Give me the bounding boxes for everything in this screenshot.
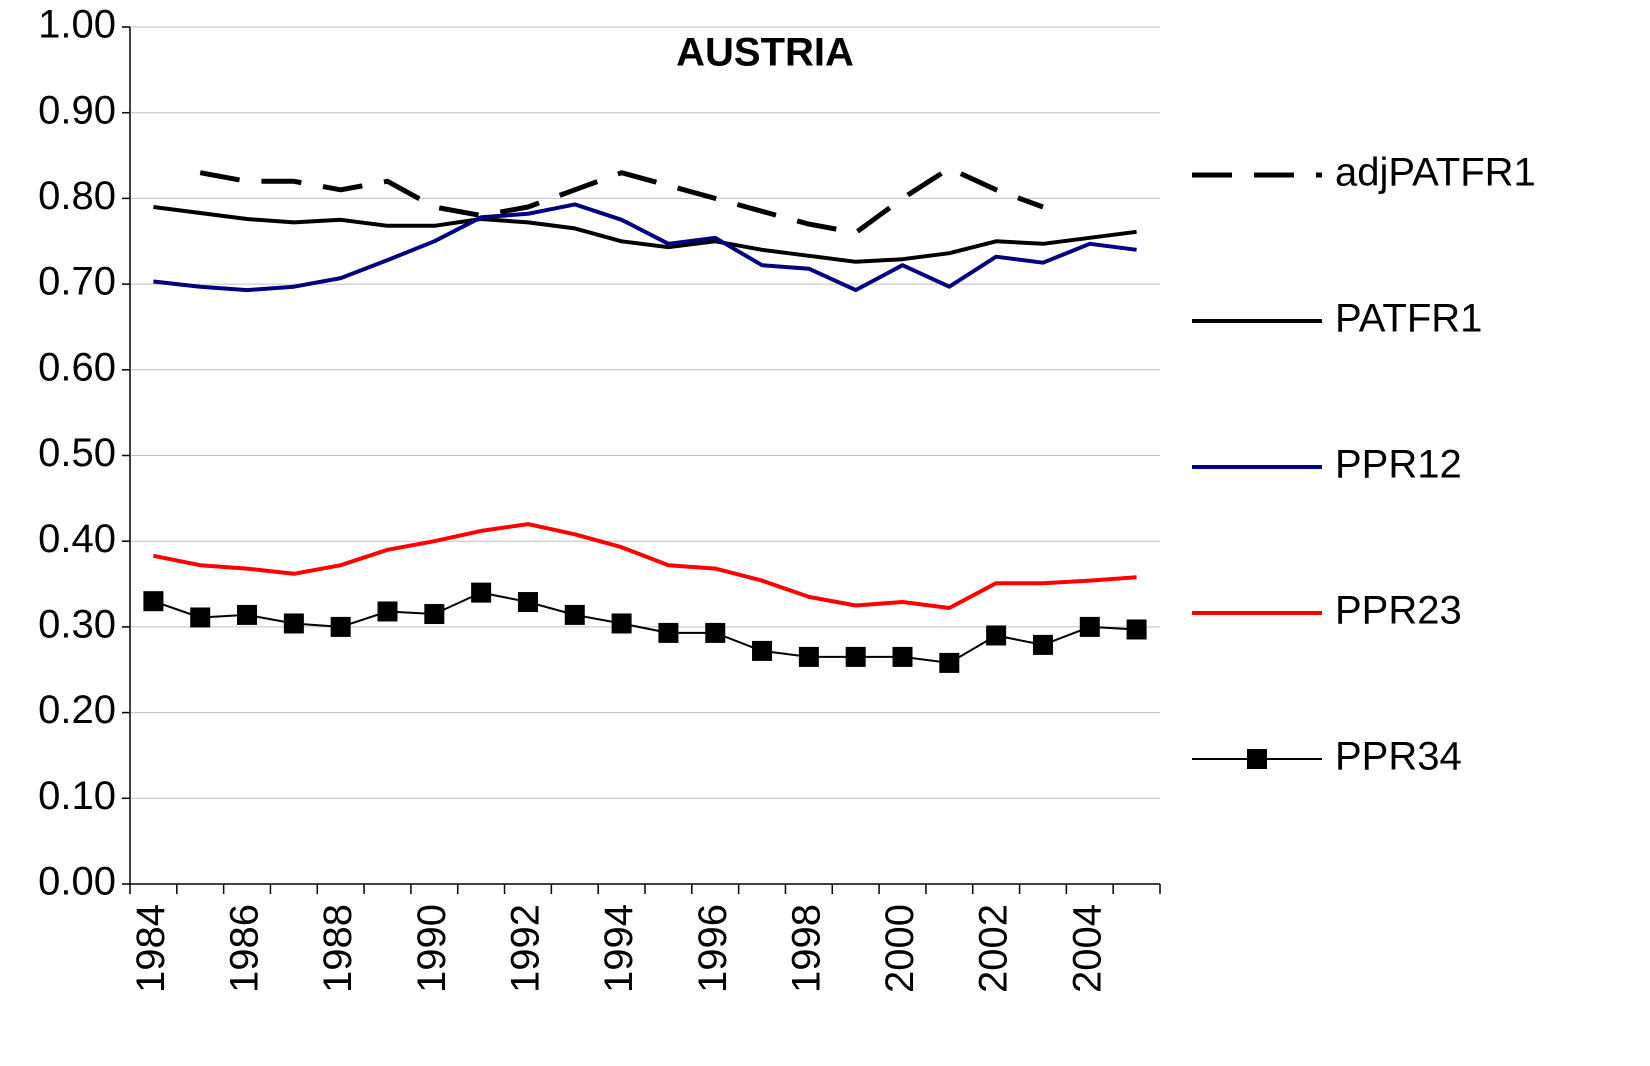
series-line [153,202,1137,293]
series-line [153,522,1137,610]
marker [143,591,164,612]
legend-label: PATFR1 [1335,297,1482,341]
x-tick-label: 1986 [223,904,267,993]
y-tick-label: 1.00 [38,3,116,47]
y-tick-label: 0.20 [38,688,116,732]
marker [377,601,398,622]
legend-label: PPR34 [1335,735,1462,779]
legend-label: PPR12 [1335,443,1462,487]
x-tick-label: 1998 [784,904,828,993]
y-tick-label: 0.60 [38,345,116,389]
marker [190,607,211,628]
marker [892,646,913,667]
marker [517,592,538,613]
marker [939,652,960,673]
y-tick-label: 0.70 [38,260,116,304]
marker [1079,616,1100,637]
x-tick-label: 1988 [316,904,360,993]
marker [752,640,773,661]
x-tick-label: 1990 [410,904,454,993]
marker [283,613,304,634]
legend-marker [1247,749,1267,769]
marker [798,646,819,667]
x-tick-label: 1992 [504,904,548,993]
series-line [199,165,1044,236]
marker [1126,619,1147,640]
y-tick-label: 0.10 [38,774,116,818]
y-tick-label: 0.00 [38,860,116,904]
marker [330,616,351,637]
y-tick-label: 0.50 [38,431,116,475]
y-tick-label: 0.90 [38,88,116,132]
y-tick-label: 0.80 [38,174,116,218]
x-tick-label: 1996 [691,904,735,993]
marker [705,622,726,643]
x-tick-label: 2002 [972,904,1016,993]
legend-label: adjPATFR1 [1335,151,1536,195]
chart-title: AUSTRIA [676,31,854,75]
legend-label: PPR23 [1335,589,1462,633]
marker [658,622,679,643]
marker [471,582,492,603]
y-tick-label: 0.40 [38,517,116,561]
marker [845,646,866,667]
x-tick-label: 1994 [597,904,641,993]
x-tick-label: 2004 [1065,904,1109,993]
marker [564,604,585,625]
y-tick-label: 0.30 [38,602,116,646]
marker [611,613,632,634]
marker [237,604,258,625]
x-tick-label: 2000 [878,904,922,993]
marker [1032,634,1053,655]
series-line [153,205,1137,264]
marker [424,604,445,625]
series-line [153,591,1137,664]
marker [986,625,1007,646]
x-tick-label: 1984 [129,904,173,993]
